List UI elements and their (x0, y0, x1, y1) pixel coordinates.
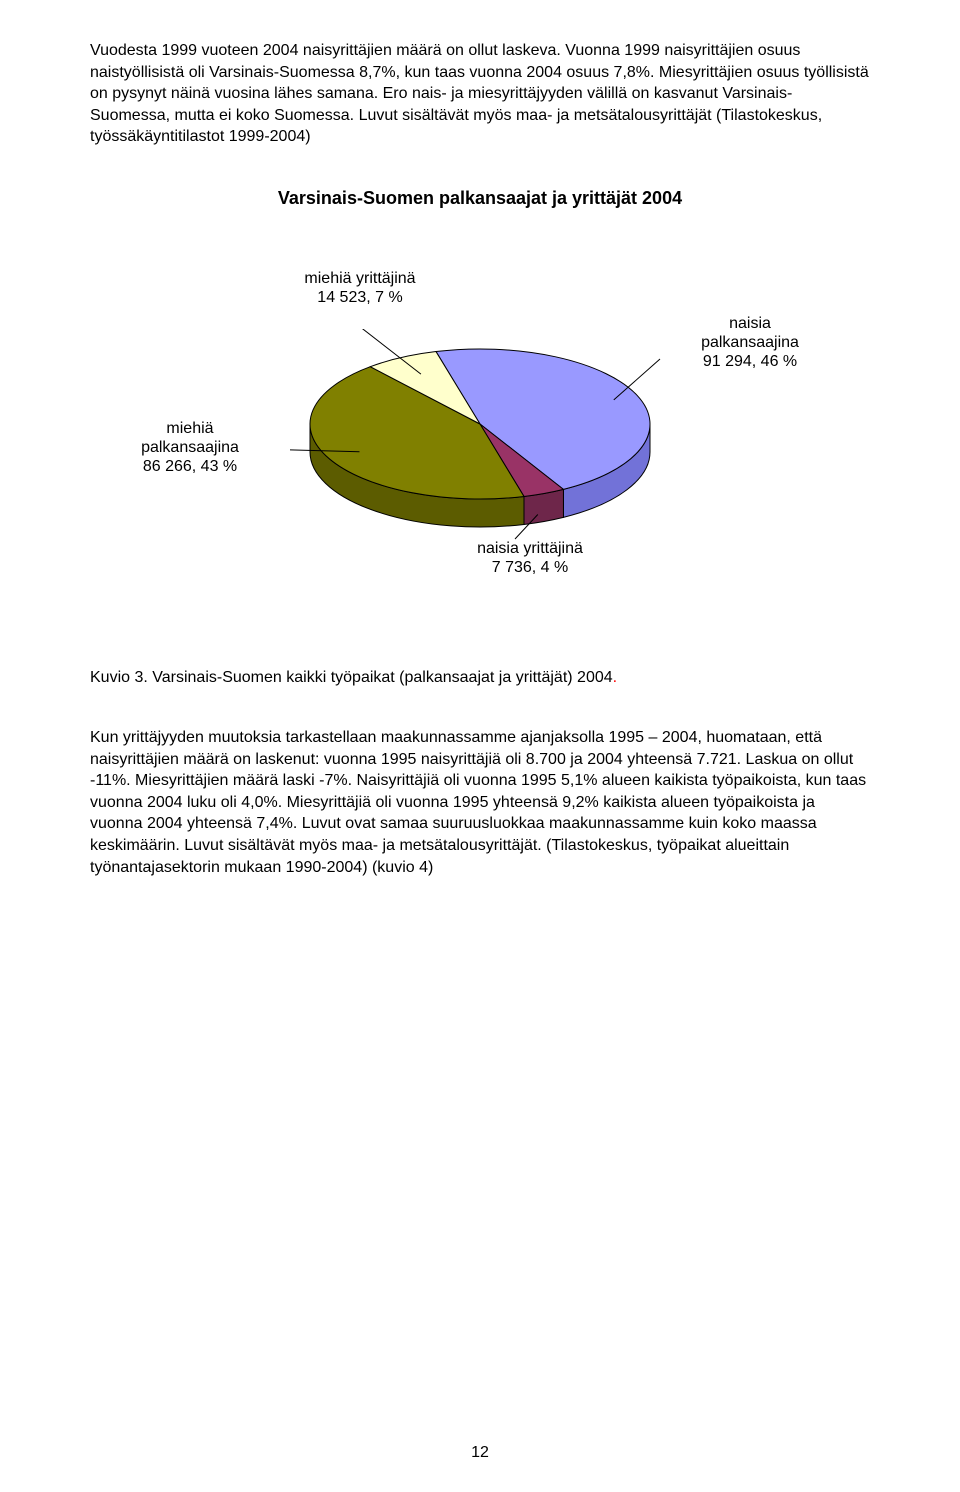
label-miehia-palkansaajina: miehiä palkansaajina 86 266, 43 % (120, 419, 260, 477)
chart-title: Varsinais-Suomen palkansaajat ja yrittäj… (90, 188, 870, 209)
label-line: naisia (729, 315, 771, 332)
figure-caption: Kuvio 3. Varsinais-Suomen kaikki työpaik… (90, 669, 870, 687)
label-line: palkansaajina (141, 439, 239, 456)
page: Vuodesta 1999 vuoteen 2004 naisyrittäjie… (0, 0, 960, 1492)
label-naisia-palkansaajina: naisia palkansaajina 91 294, 46 % (680, 314, 820, 372)
caption-text: Kuvio 3. Varsinais-Suomen kaikki työpaik… (90, 669, 613, 686)
label-line: 14 523, 7 % (317, 289, 402, 306)
label-line: 91 294, 46 % (703, 353, 797, 370)
label-line: miehiä yrittäjinä (304, 270, 415, 287)
paragraph-body: Kun yrittäjyyden muutoksia tarkastellaan… (90, 727, 870, 878)
caption-red-dot: . (613, 669, 617, 686)
page-number: 12 (0, 1444, 960, 1462)
pie-chart: miehiä yrittäjinä 14 523, 7 % naisia pal… (160, 269, 800, 589)
paragraph-intro: Vuodesta 1999 vuoteen 2004 naisyrittäjie… (90, 40, 870, 148)
label-line: 7 736, 4 % (492, 559, 569, 576)
pie-svg (290, 329, 670, 549)
label-line: 86 266, 43 % (143, 458, 237, 475)
label-line: miehiä (166, 420, 213, 437)
label-miehia-yrittajina: miehiä yrittäjinä 14 523, 7 % (280, 269, 440, 307)
label-line: palkansaajina (701, 334, 799, 351)
